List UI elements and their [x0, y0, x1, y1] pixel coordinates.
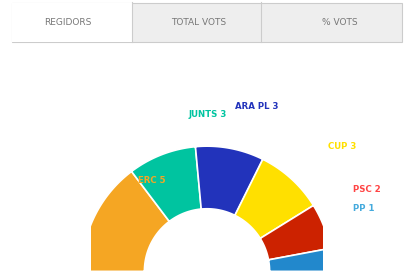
- Text: TOTAL VOTS: TOTAL VOTS: [171, 18, 226, 26]
- Polygon shape: [195, 146, 262, 215]
- Polygon shape: [131, 147, 201, 221]
- Text: REGIDORS: REGIDORS: [45, 18, 92, 26]
- Text: CUP 3: CUP 3: [327, 142, 355, 151]
- Text: JUNTS 3: JUNTS 3: [188, 110, 227, 120]
- FancyBboxPatch shape: [12, 3, 401, 42]
- FancyBboxPatch shape: [12, 3, 132, 42]
- Text: % VOTS: % VOTS: [321, 18, 356, 26]
- Text: PSC 2: PSC 2: [352, 185, 380, 193]
- Polygon shape: [268, 248, 331, 271]
- Text: ARA PL 3: ARA PL 3: [235, 102, 278, 111]
- Polygon shape: [260, 205, 329, 260]
- Polygon shape: [234, 159, 313, 238]
- Text: PP 1: PP 1: [352, 204, 374, 213]
- Polygon shape: [82, 171, 169, 271]
- Text: ERC 5: ERC 5: [138, 176, 165, 185]
